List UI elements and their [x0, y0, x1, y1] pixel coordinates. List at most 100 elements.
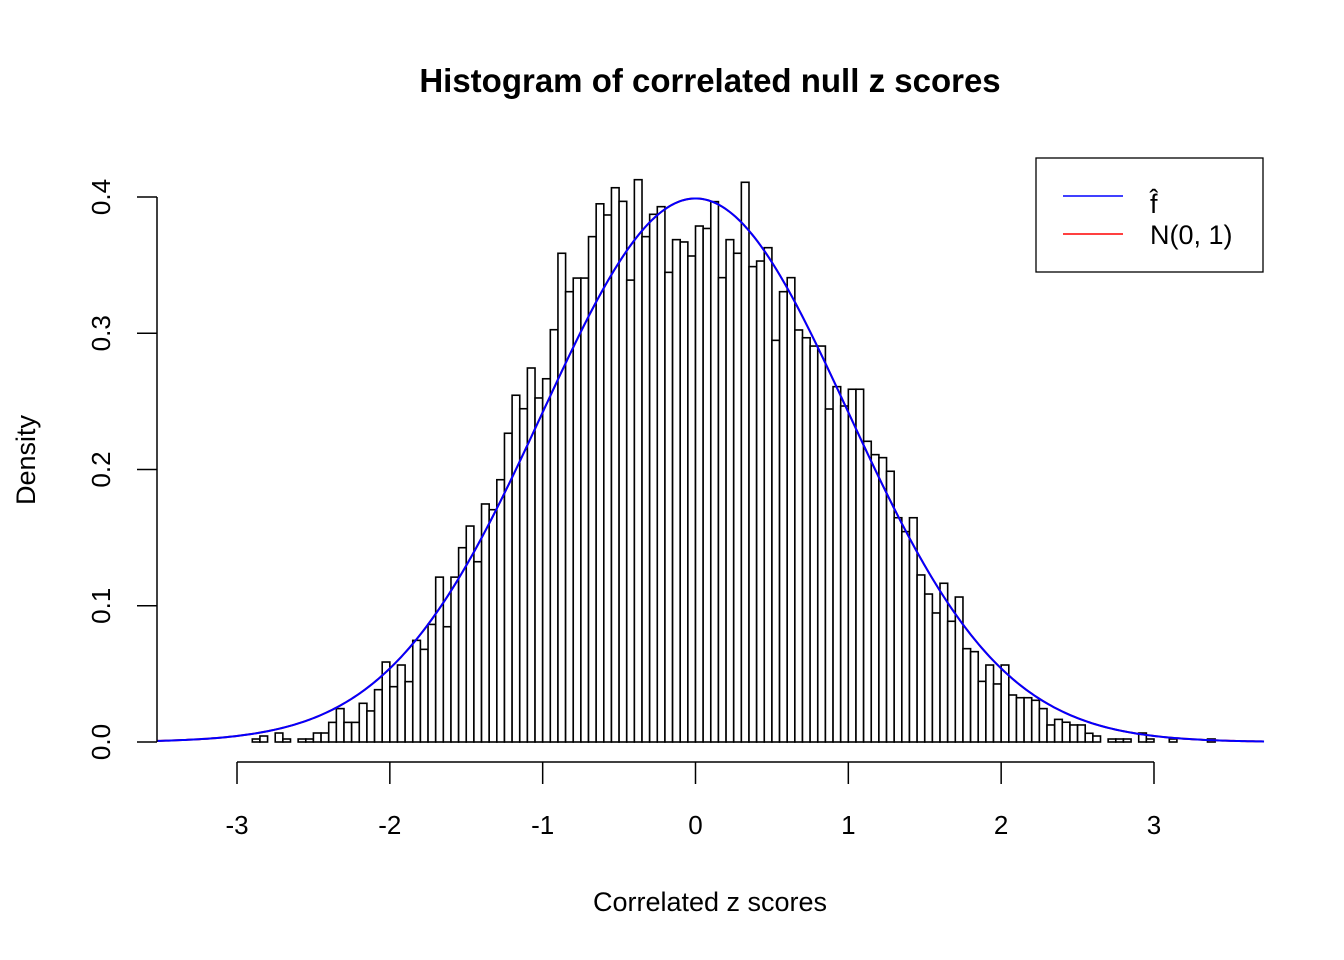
histogram-bar: [1023, 696, 1033, 743]
histogram-bar: [450, 576, 460, 743]
histogram-bar: [862, 440, 873, 743]
legend-box: [1035, 157, 1264, 273]
histogram-bar: [755, 260, 766, 743]
histogram-bar: [702, 227, 712, 743]
histogram-bar: [304, 738, 315, 743]
histogram-bar: [358, 702, 368, 743]
histogram-bar: [771, 339, 781, 743]
histogram-bar: [404, 680, 414, 743]
histogram-bar: [1145, 738, 1155, 743]
histogram-bar: [946, 620, 957, 743]
histogram-bar: [297, 738, 307, 743]
histogram-bar: [1107, 738, 1117, 743]
histogram-bar: [473, 560, 483, 743]
histogram-bar: [679, 241, 689, 743]
histogram-bar: [572, 277, 582, 743]
x-axis: -3 -2 -1 0 1 2 3: [225, 761, 1161, 840]
histogram-bar: [1069, 724, 1079, 743]
histogram-bar: [939, 582, 949, 743]
histogram-bar: [763, 246, 773, 743]
histogram-bar: [320, 732, 330, 743]
histogram-bar: [809, 345, 819, 743]
histogram-bar: [350, 721, 361, 743]
histogram-bar: [419, 648, 429, 743]
histogram-bar: [992, 683, 1002, 743]
histogram-bar: [709, 200, 720, 743]
histogram-bar: [427, 623, 437, 743]
histogram-bar: [878, 456, 888, 743]
legend-label-normal: N(0, 1): [1150, 220, 1233, 250]
x-tick-label: -2: [378, 810, 401, 840]
x-tick-label: 3: [1147, 810, 1161, 840]
x-tick-label: 1: [841, 810, 855, 840]
histogram-bar: [1076, 724, 1087, 743]
histogram-bar: [541, 377, 552, 743]
histogram-bar: [1000, 664, 1010, 743]
histogram-bar: [396, 664, 406, 743]
histogram-bar: [1053, 718, 1064, 743]
histogram-bar: [312, 732, 322, 743]
histogram-bar: [625, 279, 636, 743]
histogram-bar: [885, 470, 895, 743]
histogram-bar: [1084, 732, 1094, 743]
x-axis-label: Correlated z scores: [593, 887, 827, 917]
histogram-bar: [603, 214, 613, 743]
legend-label-fhat: f̂: [1149, 189, 1159, 219]
y-axis: 0.0 0.1 0.2 0.3 0.4: [86, 179, 158, 760]
histogram-bar: [366, 710, 376, 743]
y-tick-label: 0.2: [86, 451, 116, 487]
histogram-bar: [1008, 694, 1018, 743]
histogram-bar: [870, 453, 880, 743]
histogram-bar: [1030, 699, 1041, 743]
histogram-bar: [480, 503, 490, 743]
histogram-bar: [801, 336, 811, 743]
histogram-bar: [1061, 721, 1071, 743]
histogram-bar: [580, 277, 590, 743]
histogram-bar: [816, 345, 827, 743]
histogram-bar: [1114, 738, 1125, 743]
histogram-bar: [969, 650, 980, 743]
histogram-bar: [985, 664, 995, 743]
histogram-bar: [1046, 724, 1056, 743]
x-tick-label: -1: [531, 810, 554, 840]
histogram-bar: [824, 408, 834, 743]
histogram-bar: [847, 388, 857, 743]
histogram-bar: [901, 530, 911, 743]
histogram-bar: [327, 721, 338, 743]
histogram-bar: [839, 405, 850, 743]
histogram-bar: [1137, 732, 1148, 743]
histogram-bar: [1015, 696, 1025, 743]
histogram-bar: [977, 680, 987, 743]
histogram-bar: [618, 200, 628, 743]
x-tick-label: 2: [994, 810, 1008, 840]
y-axis-label: Density: [11, 414, 41, 505]
legend: f̂ N(0, 1): [1035, 157, 1264, 273]
y-tick-label: 0.1: [86, 588, 116, 624]
histogram-bar: [1092, 735, 1102, 743]
y-tick-label: 0.4: [86, 179, 116, 215]
x-tick-label: 0: [688, 810, 702, 840]
histogram-bar: [343, 721, 353, 743]
histogram-bar: [916, 574, 926, 743]
histogram-bar: [411, 639, 422, 743]
histogram-bar: [725, 238, 735, 743]
density-curve: [157, 197, 1265, 743]
histogram-bar: [251, 738, 261, 743]
histogram-bar: [786, 276, 796, 743]
histogram-bar: [832, 385, 842, 743]
histogram-bar: [488, 508, 498, 743]
histogram-bar: [1122, 738, 1132, 743]
histogram-bar: [794, 329, 804, 743]
y-tick-label: 0.0: [86, 724, 116, 760]
histogram-bar: [434, 576, 445, 743]
histogram-bar: [893, 516, 903, 743]
x-tick-label: -3: [225, 810, 248, 840]
y-tick-label: 0.3: [86, 315, 116, 351]
histogram-bar: [664, 271, 674, 743]
histogram-bar: [748, 265, 758, 743]
histogram-bar: [595, 203, 605, 743]
histogram-bar: [656, 205, 666, 743]
histogram-bar: [496, 478, 506, 743]
histogram-bar: [335, 707, 345, 743]
